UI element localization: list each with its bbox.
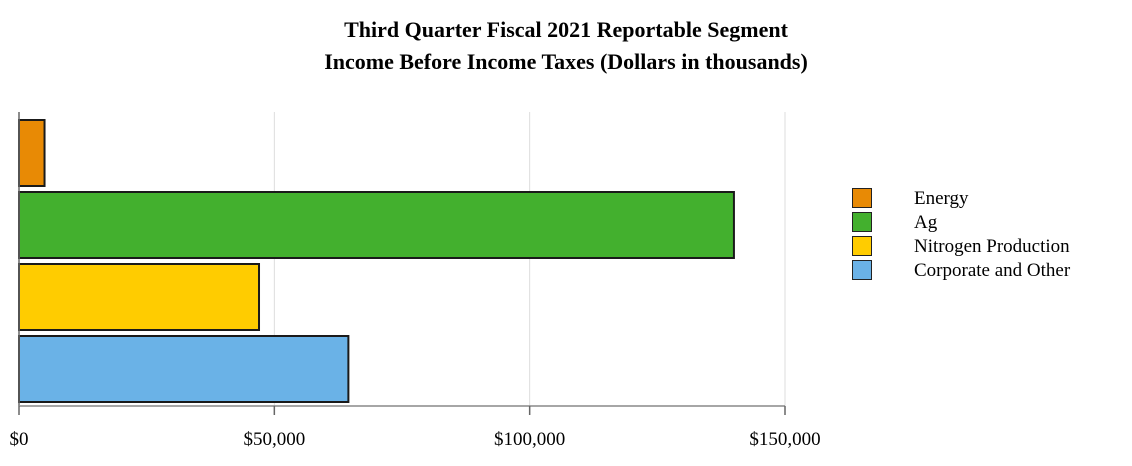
bar-energy xyxy=(18,119,46,187)
x-tick-label-0: $0 xyxy=(10,429,29,450)
legend-swatch-energy xyxy=(852,188,872,208)
legend-label-corporate-and-other: Corporate and Other xyxy=(914,260,1071,281)
legend-swatch-corporate-and-other xyxy=(852,260,872,280)
x-tick-label-1: $50,000 xyxy=(243,429,305,450)
legend-swatch-nitrogen-production xyxy=(852,236,872,256)
x-tick-label-2: $100,000 xyxy=(494,429,565,450)
legend-label-ag: Ag xyxy=(914,212,938,233)
chart-title: Third Quarter Fiscal 2021 Reportable Seg… xyxy=(0,14,1132,78)
bar-corporate-and-other xyxy=(18,335,350,403)
legend-swatch-ag xyxy=(852,212,872,232)
bar-nitrogen-production xyxy=(18,263,261,331)
x-tick-label-3: $150,000 xyxy=(749,429,820,450)
legend-label-nitrogen-production: Nitrogen Production xyxy=(914,236,1070,257)
chart-title-line-2: Income Before Income Taxes (Dollars in t… xyxy=(324,49,808,74)
legend-label-energy: Energy xyxy=(914,188,969,209)
chart-title-line-1: Third Quarter Fiscal 2021 Reportable Seg… xyxy=(344,17,788,42)
bar-ag xyxy=(18,191,735,259)
